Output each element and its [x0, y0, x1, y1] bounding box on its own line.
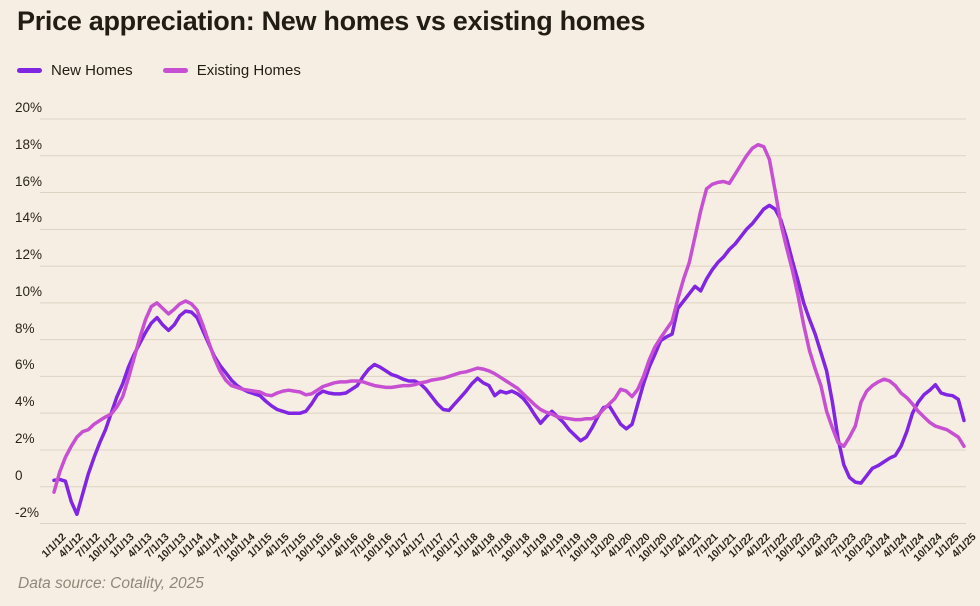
y-axis-label: 4% — [15, 394, 35, 410]
y-axis-label: 20% — [15, 100, 43, 115]
new-homes-swatch — [17, 68, 42, 73]
legend-item-existing-homes: Existing Homes — [162, 62, 301, 79]
y-axis-label: 16% — [15, 173, 43, 189]
y-axis-label: 6% — [15, 357, 35, 373]
y-axis-label: 8% — [15, 320, 35, 336]
y-axis-label: 0 — [15, 467, 23, 483]
y-axis-label: 12% — [15, 247, 43, 263]
existing-homes-label: Existing Homes — [196, 62, 301, 79]
legend-item-new-homes: New Homes — [17, 62, 133, 79]
new-homes-line — [52, 203, 966, 517]
existing-homes-swatch — [162, 68, 188, 73]
existing-homes-line — [52, 142, 966, 494]
data-source-note: Data source: Cotality, 2025 — [18, 575, 204, 592]
y-axis-label: 18% — [15, 136, 43, 152]
y-axis-label: -2% — [15, 504, 40, 520]
y-axis-label: 2% — [15, 430, 35, 446]
chart-title: Price appreciation: New homes vs existin… — [17, 6, 646, 36]
new-homes-label: New Homes — [51, 62, 133, 79]
y-axis-label: 10% — [15, 283, 43, 299]
legend: New Homes Existing Homes — [17, 62, 301, 79]
y-axis-label: 14% — [15, 210, 43, 226]
